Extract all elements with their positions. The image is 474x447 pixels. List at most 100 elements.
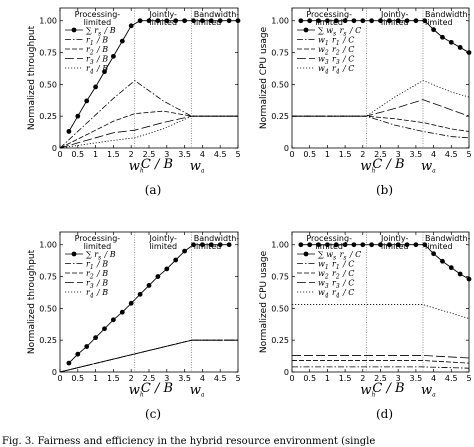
legend-entry: w2 r2 / C bbox=[318, 45, 354, 57]
data-point bbox=[342, 242, 348, 248]
data-point bbox=[395, 18, 401, 24]
data-point bbox=[164, 18, 170, 24]
data-point bbox=[84, 98, 90, 104]
data-point bbox=[369, 242, 375, 248]
figure-footer-text: Fig. 3. Fairness and efficiency in the h… bbox=[2, 436, 375, 447]
data-point bbox=[307, 18, 313, 24]
x-tick-label: 4.5 bbox=[445, 374, 458, 383]
data-point bbox=[173, 257, 179, 263]
boundary-label-wa: wa bbox=[421, 159, 437, 175]
series-line bbox=[59, 115, 238, 149]
legend-entry: w4 r4 / C bbox=[318, 288, 354, 300]
data-point bbox=[351, 18, 357, 24]
y-tick-label: 0.75 bbox=[271, 49, 289, 58]
y-tick-label: 0.50 bbox=[271, 80, 289, 89]
chart-panel-d: 0 0.25 0.50 0.75 1.00 0 0.5 1 1.5 2 2.5 3 3.5 4 4.5 5 No… bbox=[259, 231, 472, 421]
x-tick-label: 0 bbox=[289, 374, 294, 383]
data-point bbox=[413, 18, 419, 24]
x-tick-label: 3 bbox=[396, 374, 401, 383]
data-point bbox=[316, 18, 321, 24]
series-line bbox=[292, 355, 470, 359]
y-tick-label: 0.75 bbox=[271, 273, 289, 282]
x-tick-label: 3 bbox=[396, 150, 401, 159]
x-tick-label: 4.5 bbox=[214, 374, 227, 383]
chart-panel-b: 0 0.25 0.50 0.75 1.00 0 0.5 1 1.5 2 2.5 3 3.5 4 4.5 5 No… bbox=[259, 7, 472, 197]
x-tick-label: 5 bbox=[235, 374, 240, 383]
x-tick-label: 3 bbox=[164, 374, 169, 383]
data-point bbox=[466, 50, 472, 55]
panel-caption: (a) bbox=[145, 183, 162, 197]
x-tick-label: 2.5 bbox=[374, 150, 387, 159]
y-axis-label: Normalized CPU usage bbox=[259, 250, 269, 353]
panel-caption: (b) bbox=[376, 183, 393, 197]
x-tick-label: 3.5 bbox=[178, 150, 191, 159]
x-tick-label: 2.5 bbox=[374, 374, 387, 383]
x-tick-label: 4.5 bbox=[445, 150, 458, 159]
x-tick-label: 2 bbox=[360, 374, 365, 383]
data-point bbox=[217, 18, 223, 24]
data-point bbox=[431, 251, 436, 257]
panel-caption: (d) bbox=[376, 407, 393, 421]
data-point bbox=[342, 18, 348, 24]
legend-entry: r3 / B bbox=[86, 279, 108, 291]
data-point bbox=[182, 18, 188, 24]
data-point bbox=[146, 283, 152, 288]
y-axis-label: Normalized CPU usage bbox=[259, 26, 269, 129]
region-label: Processing-limited bbox=[75, 234, 121, 251]
data-point bbox=[226, 242, 232, 248]
data-point bbox=[404, 18, 410, 24]
region-label: Bandwidth-limited bbox=[425, 234, 471, 251]
data-point bbox=[191, 18, 196, 24]
legend-entry: ∑ rs / B bbox=[86, 26, 116, 38]
y-tick-label: 1.00 bbox=[271, 17, 289, 26]
x-tick-label: 3 bbox=[164, 150, 169, 159]
x-tick-label: 0.5 bbox=[71, 374, 84, 383]
legend-entry: r2 / B bbox=[86, 269, 108, 281]
data-point bbox=[226, 18, 232, 24]
x-tick-label: 1 bbox=[93, 150, 98, 159]
data-point bbox=[457, 271, 463, 277]
legend-entry: r1 / B bbox=[86, 260, 108, 272]
legend-entry: ∑ ws rs / C bbox=[318, 250, 361, 262]
data-point bbox=[422, 18, 428, 24]
data-point bbox=[360, 242, 366, 248]
data-point bbox=[111, 317, 116, 323]
y-tick-label: 0.25 bbox=[271, 336, 289, 345]
legend-entry: w3 r3 / C bbox=[318, 279, 354, 291]
data-point bbox=[146, 18, 152, 24]
series-line bbox=[292, 80, 470, 117]
data-point bbox=[208, 18, 214, 24]
data-point bbox=[333, 18, 339, 24]
x-tick-label: 4 bbox=[200, 150, 205, 159]
region-label: Processing-limited bbox=[306, 10, 352, 27]
legend-marker bbox=[71, 251, 77, 257]
boundary-label-wa: wa bbox=[190, 159, 206, 175]
data-point bbox=[386, 242, 392, 248]
x-tick-label: 0.5 bbox=[71, 150, 84, 159]
data-point bbox=[102, 326, 107, 332]
legend-entry: r1 / B bbox=[86, 36, 108, 48]
data-point bbox=[164, 266, 170, 272]
series-line bbox=[59, 339, 238, 373]
legend-entry: r2 / B bbox=[86, 45, 108, 57]
x-tick-label: 2.5 bbox=[143, 374, 156, 383]
x-tick-label: 5 bbox=[466, 374, 471, 383]
boundary-label-wh: wh bbox=[129, 159, 145, 175]
data-point bbox=[422, 242, 428, 248]
series-line bbox=[292, 304, 470, 319]
y-tick-label: 0.50 bbox=[271, 304, 289, 313]
data-point bbox=[66, 129, 72, 134]
data-point bbox=[298, 18, 304, 24]
y-tick-label: 1.00 bbox=[39, 17, 57, 26]
y-tick-label: 1.00 bbox=[39, 241, 57, 250]
x-tick-label: 4 bbox=[200, 374, 205, 383]
x-tick-label: 0.5 bbox=[303, 374, 316, 383]
region-label: Processing-limited bbox=[306, 234, 352, 251]
data-point bbox=[75, 113, 81, 119]
data-point bbox=[325, 18, 330, 24]
boundary-label-wa: wa bbox=[190, 383, 206, 399]
y-tick-label: 1.00 bbox=[271, 241, 289, 250]
data-point bbox=[413, 242, 419, 248]
panel-caption: (c) bbox=[145, 407, 161, 421]
